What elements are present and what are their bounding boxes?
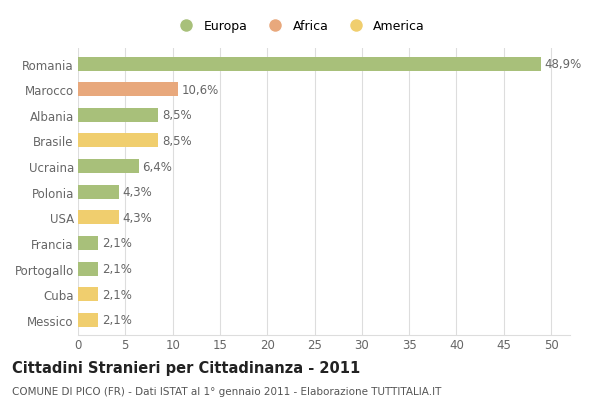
Bar — [78, 211, 119, 225]
Text: 10,6%: 10,6% — [182, 83, 220, 97]
Bar — [78, 57, 541, 72]
Text: 4,3%: 4,3% — [122, 211, 152, 224]
Text: 4,3%: 4,3% — [122, 186, 152, 199]
Text: COMUNE DI PICO (FR) - Dati ISTAT al 1° gennaio 2011 - Elaborazione TUTTITALIA.IT: COMUNE DI PICO (FR) - Dati ISTAT al 1° g… — [12, 387, 442, 396]
Bar — [78, 108, 158, 123]
Bar — [78, 134, 158, 148]
Text: 6,4%: 6,4% — [142, 160, 172, 173]
Text: 8,5%: 8,5% — [162, 109, 192, 122]
Text: Cittadini Stranieri per Cittadinanza - 2011: Cittadini Stranieri per Cittadinanza - 2… — [12, 360, 360, 375]
Bar — [78, 83, 178, 97]
Legend: Europa, Africa, America: Europa, Africa, America — [169, 15, 430, 38]
Bar — [78, 236, 98, 250]
Text: 2,1%: 2,1% — [101, 237, 131, 250]
Bar — [78, 262, 98, 276]
Bar — [78, 160, 139, 174]
Text: 2,1%: 2,1% — [101, 314, 131, 326]
Text: 8,5%: 8,5% — [162, 135, 192, 148]
Bar — [78, 185, 119, 199]
Text: 48,9%: 48,9% — [544, 58, 582, 71]
Text: 2,1%: 2,1% — [101, 288, 131, 301]
Bar — [78, 313, 98, 327]
Bar — [78, 288, 98, 301]
Text: 2,1%: 2,1% — [101, 263, 131, 275]
